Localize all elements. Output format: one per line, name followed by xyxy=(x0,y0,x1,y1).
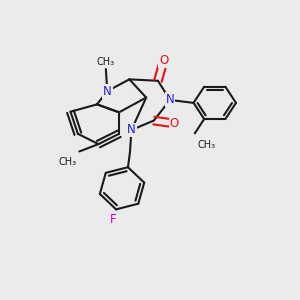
Text: N: N xyxy=(103,85,112,98)
Text: N: N xyxy=(127,124,136,136)
Text: F: F xyxy=(110,213,116,226)
Text: O: O xyxy=(159,54,169,67)
Text: CH₃: CH₃ xyxy=(97,57,115,67)
Text: CH₃: CH₃ xyxy=(58,158,76,167)
Text: O: O xyxy=(170,117,179,130)
Text: CH₃: CH₃ xyxy=(198,140,216,150)
Text: N: N xyxy=(166,93,174,106)
